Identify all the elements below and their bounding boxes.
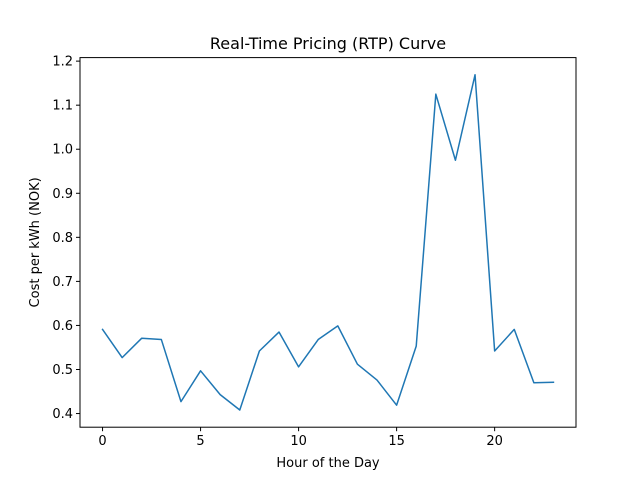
data-point <box>415 345 417 347</box>
data-point <box>161 339 163 341</box>
data-point <box>121 357 123 359</box>
y-tick-label: 0.5 <box>52 363 73 378</box>
y-tick-label: 1.2 <box>52 55 73 70</box>
data-point <box>298 366 300 368</box>
plot-area-frame <box>79 57 577 428</box>
series-line <box>101 74 555 411</box>
data-point <box>357 363 359 365</box>
data-point <box>278 331 280 333</box>
data-point <box>200 370 202 372</box>
y-tick-label: 0.8 <box>52 231 73 246</box>
data-point <box>553 382 555 384</box>
x-tick-label: 10 <box>290 434 307 449</box>
data-point <box>317 339 319 341</box>
y-tick-label: 0.9 <box>52 187 73 202</box>
data-point <box>514 329 516 331</box>
data-point <box>337 325 339 327</box>
y-axis-ticks: 0.4 0.5 0.6 0.7 0.8 0.9 1.0 1.1 1.2 <box>52 55 80 422</box>
data-point <box>376 379 378 381</box>
y-tick-label: 1.1 <box>52 99 73 114</box>
series-layer <box>101 74 555 411</box>
data-point <box>455 159 457 161</box>
y-axis-label: Cost per kWh (NOK) <box>28 177 43 307</box>
data-point <box>180 401 182 403</box>
chart-title: Real-Time Pricing (RTP) Curve <box>210 34 446 53</box>
y-tick-label: 0.7 <box>52 275 73 290</box>
x-axis-label: Hour of the Day <box>276 456 380 471</box>
y-tick-label: 1.0 <box>52 143 73 158</box>
data-point <box>435 93 437 95</box>
data-point <box>494 350 496 352</box>
data-point <box>259 350 261 352</box>
x-tick-label: 20 <box>486 434 503 449</box>
data-point <box>102 329 104 331</box>
y-tick-label: 0.4 <box>52 407 73 422</box>
data-point <box>141 337 143 339</box>
data-point <box>396 404 398 406</box>
data-point <box>474 74 476 76</box>
data-point <box>533 382 535 384</box>
data-point <box>219 394 221 396</box>
x-tick-label: 15 <box>388 434 405 449</box>
x-axis-ticks: 0 5 10 15 20 <box>98 427 503 449</box>
x-tick-label: 5 <box>196 434 204 449</box>
x-tick-label: 0 <box>98 434 106 449</box>
data-point <box>239 409 241 411</box>
y-tick-label: 0.6 <box>52 319 73 334</box>
